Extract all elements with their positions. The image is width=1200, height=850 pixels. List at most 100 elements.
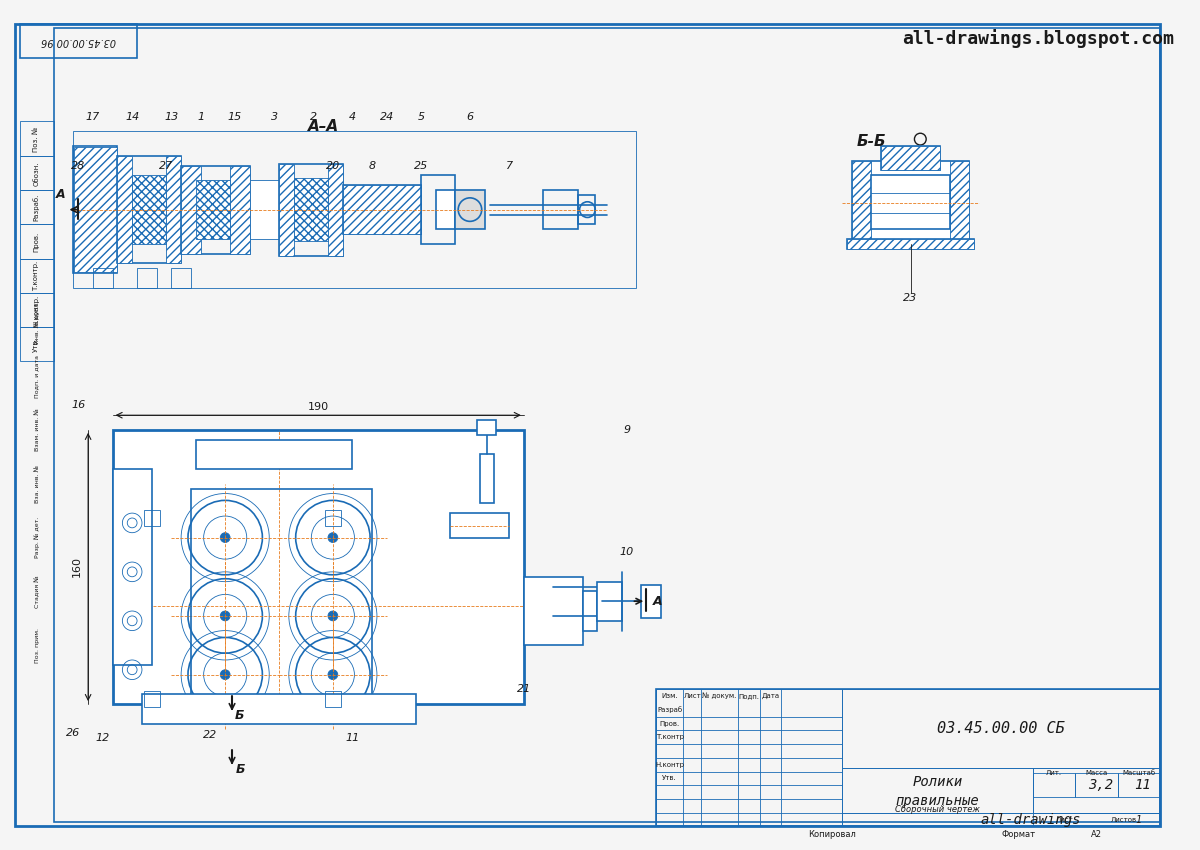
Text: Поз. прим.: Поз. прим. (35, 628, 40, 663)
Bar (19, 156, 54, 190)
Text: 5: 5 (418, 111, 425, 122)
Text: 4: 4 (349, 111, 356, 122)
Bar (196, 439, 353, 469)
Text: Б-Б: Б-Б (857, 133, 886, 149)
Text: 03.45.00.00 96: 03.45.00.00 96 (41, 37, 116, 46)
Bar (480, 455, 494, 503)
Text: Стадия №: Стадия № (35, 575, 40, 608)
Bar (144, 510, 160, 526)
Text: Сборочный чертеж: Сборочный чертеж (895, 805, 980, 814)
Bar (450, 513, 509, 537)
Text: 21: 21 (517, 684, 530, 694)
Text: Лит.: Лит. (1046, 769, 1062, 775)
Text: 6: 6 (467, 111, 474, 122)
Bar (328, 163, 343, 256)
Bar (847, 239, 974, 249)
Text: 26: 26 (66, 728, 80, 739)
Text: Пров.: Пров. (34, 232, 40, 252)
Bar (325, 510, 341, 526)
Text: all-drawings.blogspot.com: all-drawings.blogspot.com (902, 29, 1174, 48)
Circle shape (328, 533, 337, 542)
Bar (137, 269, 157, 288)
Text: Утв.: Утв. (662, 775, 677, 781)
Text: 25: 25 (414, 161, 428, 171)
Bar (19, 327, 54, 361)
Text: 3,2: 3,2 (1088, 779, 1114, 792)
Bar (181, 166, 250, 253)
Bar (852, 161, 871, 244)
Text: 23: 23 (904, 292, 918, 303)
Text: 03.45.00.00 СБ: 03.45.00.00 СБ (937, 721, 1064, 736)
Bar (196, 180, 230, 239)
Text: 17: 17 (86, 111, 100, 122)
Text: Дата: Дата (762, 693, 780, 700)
Text: Поз. №: Поз. № (34, 127, 40, 151)
Text: № докум.: № докум. (702, 693, 737, 700)
Text: Листов: Листов (1110, 817, 1136, 823)
Text: 11: 11 (1134, 779, 1151, 792)
Circle shape (221, 611, 230, 620)
Circle shape (328, 611, 337, 620)
Text: 10: 10 (619, 547, 634, 558)
Bar (230, 166, 250, 253)
Bar (582, 592, 598, 631)
Bar (577, 195, 595, 224)
Bar (74, 147, 116, 272)
Text: Изм.: Изм. (661, 694, 678, 700)
Text: Лист: Лист (683, 694, 701, 700)
Bar (598, 581, 622, 620)
Bar (19, 122, 54, 156)
Text: 13: 13 (164, 111, 179, 122)
Text: Разраб.: Разраб. (32, 194, 40, 221)
Bar (144, 691, 160, 707)
Bar (1033, 773, 1075, 797)
Bar (1033, 813, 1160, 826)
Text: 9: 9 (623, 425, 630, 435)
Bar (436, 190, 455, 230)
Bar (842, 689, 1160, 768)
Bar (656, 689, 842, 826)
Text: 27: 27 (160, 161, 174, 171)
Bar (167, 156, 181, 264)
Text: Лист: Лист (1056, 817, 1074, 823)
Text: all-drawings: all-drawings (980, 813, 1081, 826)
Text: Разраб: Разраб (658, 706, 683, 713)
Text: 7: 7 (505, 161, 512, 171)
Text: 1: 1 (197, 111, 204, 122)
Bar (656, 689, 1160, 826)
Text: Подп. и дата: Подп. и дата (35, 354, 40, 398)
Bar (118, 156, 181, 264)
Bar (949, 161, 970, 244)
Text: Формат: Формат (1001, 830, 1036, 839)
Text: правильные: правильные (895, 794, 979, 808)
Bar (881, 146, 940, 171)
Bar (280, 163, 343, 256)
Text: Копировал: Копировал (809, 830, 856, 839)
Bar (250, 180, 280, 239)
Bar (325, 691, 341, 707)
Text: Пров.: Пров. (660, 721, 679, 727)
Bar (73, 146, 118, 273)
Text: Разр. № дет.: Разр. № дет. (35, 517, 40, 558)
Bar (544, 190, 577, 230)
Text: 11: 11 (346, 734, 360, 743)
Text: Т.контр.: Т.контр. (34, 261, 40, 292)
Text: Н.контр.: Н.контр. (34, 295, 40, 326)
Text: 24: 24 (379, 111, 394, 122)
Text: 20: 20 (325, 161, 340, 171)
Text: А: А (56, 189, 66, 201)
Bar (172, 269, 191, 288)
Bar (881, 146, 940, 171)
Bar (181, 166, 200, 253)
Bar (343, 185, 421, 234)
Bar (343, 185, 421, 234)
Text: 15: 15 (228, 111, 242, 122)
Text: Масса: Масса (1086, 769, 1108, 775)
Bar (19, 224, 54, 258)
Text: Инв. № дубл.: Инв. № дубл. (35, 301, 40, 343)
Bar (113, 469, 151, 665)
Bar (19, 190, 54, 224)
Bar (852, 161, 970, 244)
Text: Обозн.: Обозн. (34, 162, 40, 185)
Text: Н.контр: Н.контр (655, 762, 684, 768)
